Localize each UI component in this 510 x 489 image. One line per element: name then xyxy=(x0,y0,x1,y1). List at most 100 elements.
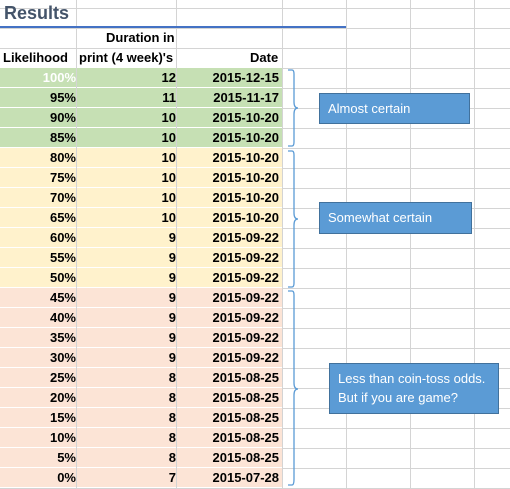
cell-likelihood[interactable]: 25% xyxy=(49,370,76,385)
cell-fill xyxy=(77,368,176,387)
cell-likelihood[interactable]: 50% xyxy=(49,270,76,285)
cell-likelihood[interactable]: 10% xyxy=(49,430,76,445)
cell-fill xyxy=(0,88,76,107)
cell-likelihood[interactable]: 55% xyxy=(49,250,76,265)
cell-likelihood[interactable]: 85% xyxy=(49,130,76,145)
cell-date[interactable]: 2015-08-25 xyxy=(212,410,280,425)
cell-date[interactable]: 2015-11-17 xyxy=(213,90,279,105)
cell-date[interactable]: 2015-09-22 xyxy=(212,290,280,305)
cell-likelihood[interactable]: 80% xyxy=(49,150,76,165)
cell-fill xyxy=(177,268,282,287)
cell-duration[interactable]: 9 xyxy=(168,290,176,305)
cell-duration[interactable]: 9 xyxy=(168,270,176,285)
grid-line xyxy=(474,0,475,489)
cell-date[interactable]: 2015-09-22 xyxy=(212,350,280,365)
cell-date[interactable]: 2015-08-25 xyxy=(212,450,280,465)
cell-fill xyxy=(177,148,282,167)
cell-duration[interactable]: 8 xyxy=(168,390,176,405)
cell-date[interactable]: 2015-10-20 xyxy=(212,190,280,205)
cell-likelihood[interactable]: 75% xyxy=(49,170,76,185)
cell-date[interactable]: 2015-09-22 xyxy=(212,230,280,245)
cell-fill xyxy=(77,248,176,267)
cell-likelihood[interactable]: 35% xyxy=(49,330,76,345)
cell-duration[interactable]: 7 xyxy=(168,470,176,485)
cell-fill xyxy=(77,268,176,287)
cell-likelihood[interactable]: 40% xyxy=(49,310,76,325)
callout-almost-certain[interactable]: Almost certain xyxy=(319,93,470,124)
cell-date[interactable]: 2015-08-25 xyxy=(212,370,280,385)
cell-likelihood[interactable]: 5% xyxy=(57,450,76,465)
header-duration-line2[interactable]: print (4 week)'s xyxy=(79,50,174,65)
cell-duration[interactable]: 8 xyxy=(168,430,176,445)
cell-fill xyxy=(77,468,176,487)
cell-duration[interactable]: 9 xyxy=(168,350,176,365)
table-row: 75% 10 2015-10-20 xyxy=(0,168,283,188)
table-row: 25% 8 2015-08-25 xyxy=(0,368,283,388)
table-row: 45% 9 2015-09-22 xyxy=(0,288,283,308)
cell-likelihood[interactable]: 70% xyxy=(49,190,76,205)
cell-duration[interactable]: 8 xyxy=(168,370,176,385)
cell-duration[interactable]: 10 xyxy=(161,170,176,185)
cell-date[interactable]: 2015-10-20 xyxy=(212,170,280,185)
cell-fill xyxy=(177,168,282,187)
cell-date[interactable]: 2015-08-25 xyxy=(212,430,280,445)
cell-likelihood[interactable]: 45% xyxy=(49,290,76,305)
header-date[interactable]: Date xyxy=(250,50,279,65)
cell-date[interactable]: 2015-08-25 xyxy=(212,390,280,405)
cell-likelihood[interactable]: 0% xyxy=(57,470,76,485)
cell-duration[interactable]: 9 xyxy=(168,310,176,325)
cell-duration[interactable]: 10 xyxy=(161,190,176,205)
table-row: 0% 7 2015-07-28 xyxy=(0,468,283,488)
header-likelihood[interactable]: Likelihood xyxy=(3,50,68,65)
table-row: 70% 10 2015-10-20 xyxy=(0,188,283,208)
table-row: 100% 12 2015-12-15 xyxy=(0,68,283,88)
cell-likelihood[interactable]: 90% xyxy=(49,110,76,125)
cell-duration[interactable]: 9 xyxy=(168,230,176,245)
cell-likelihood[interactable]: 95% xyxy=(49,90,76,105)
cell-date[interactable]: 2015-09-22 xyxy=(212,310,280,325)
cell-likelihood[interactable]: 100% xyxy=(42,70,76,85)
cell-fill xyxy=(0,288,76,307)
cell-fill xyxy=(0,348,76,367)
cell-date[interactable]: 2015-12-15 xyxy=(212,70,280,85)
cell-duration[interactable]: 8 xyxy=(168,410,176,425)
cell-date[interactable]: 2015-09-22 xyxy=(212,330,280,345)
cell-duration[interactable]: 9 xyxy=(168,250,176,265)
cell-date[interactable]: 2015-09-22 xyxy=(212,250,280,265)
cell-duration[interactable]: 10 xyxy=(161,150,176,165)
cell-likelihood[interactable]: 65% xyxy=(49,210,76,225)
cell-date[interactable]: 2015-10-20 xyxy=(212,110,280,125)
cell-date[interactable]: 2015-10-20 xyxy=(212,210,280,225)
cell-duration[interactable]: 12 xyxy=(161,70,176,85)
cell-duration[interactable]: 10 xyxy=(161,110,176,125)
cell-likelihood[interactable]: 20% xyxy=(49,390,76,405)
sheet-title[interactable]: Results xyxy=(4,3,70,23)
grid-line xyxy=(410,0,411,489)
cell-likelihood[interactable]: 15% xyxy=(49,410,76,425)
cell-duration[interactable]: 10 xyxy=(161,210,176,225)
cell-fill xyxy=(177,448,282,467)
callout-less-than-coin-toss[interactable]: Less than coin-toss odds. But if you are… xyxy=(329,363,499,414)
cell-likelihood[interactable]: 30% xyxy=(49,350,76,365)
cell-date[interactable]: 2015-09-22 xyxy=(212,270,280,285)
cell-date[interactable]: 2015-10-20 xyxy=(212,130,280,145)
callout-somewhat-certain[interactable]: Somewhat certain xyxy=(319,202,472,234)
grid-line xyxy=(76,0,77,489)
header-duration-line1[interactable]: Duration in xyxy=(106,30,175,45)
cell-date[interactable]: 2015-07-28 xyxy=(212,470,280,485)
cell-duration[interactable]: 9 xyxy=(168,330,176,345)
cell-fill xyxy=(0,328,76,347)
cell-fill xyxy=(177,348,282,367)
cell-fill xyxy=(77,328,176,347)
cell-fill xyxy=(177,288,282,307)
cell-duration[interactable]: 11 xyxy=(162,90,176,105)
cell-fill xyxy=(177,408,282,427)
cell-fill xyxy=(177,388,282,407)
cell-date[interactable]: 2015-10-20 xyxy=(212,150,280,165)
cell-duration[interactable]: 8 xyxy=(168,450,176,465)
cell-fill xyxy=(0,428,76,447)
cell-likelihood[interactable]: 60% xyxy=(49,230,76,245)
cell-duration[interactable]: 10 xyxy=(161,130,176,145)
cell-fill xyxy=(177,308,282,327)
